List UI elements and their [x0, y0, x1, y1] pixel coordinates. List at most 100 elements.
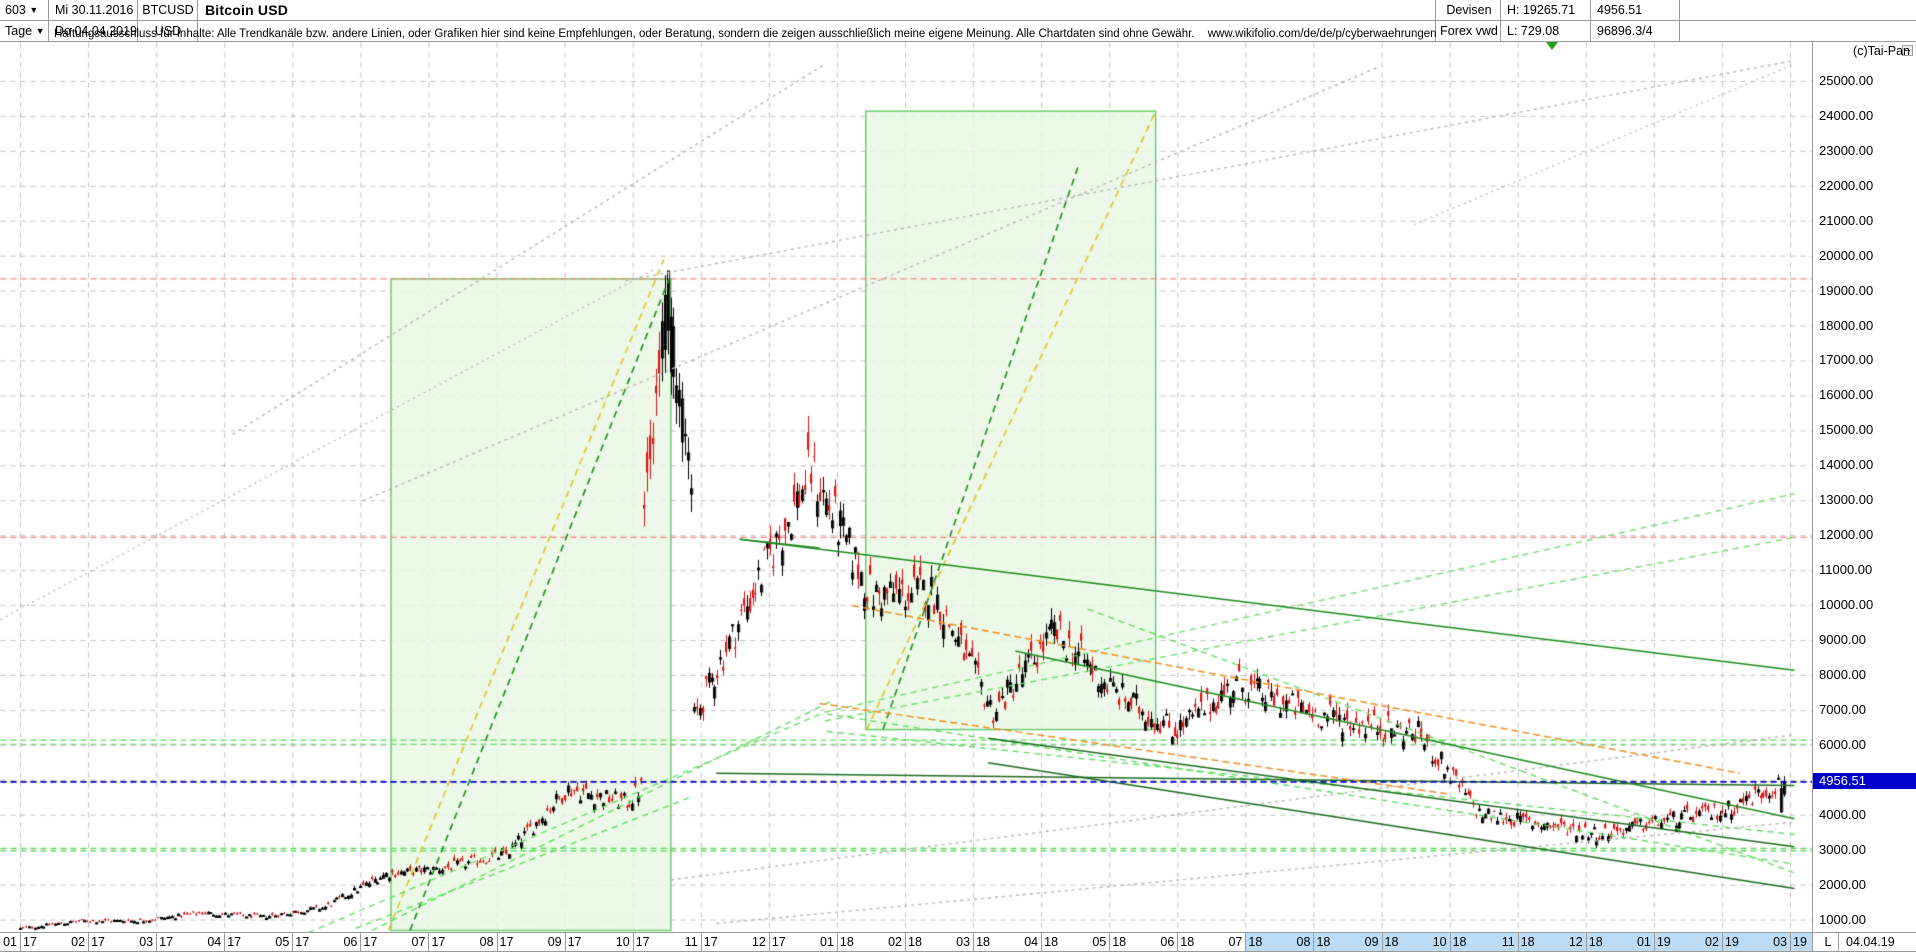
price-tick-label: 4000.00 — [1819, 806, 1866, 822]
date-tick-month: 07 — [1228, 935, 1243, 949]
date-tick-month: 01 — [3, 935, 17, 949]
price-chart-canvas[interactable] — [0, 42, 1812, 932]
date-tick-month: 06 — [343, 935, 358, 949]
date-tick-year: 18 — [1452, 935, 1467, 949]
date-tick-year: 19 — [1793, 935, 1807, 949]
date-tick-month: 03 — [1773, 935, 1787, 949]
price-tick-label: 9000.00 — [1819, 632, 1866, 647]
date-tick — [768, 933, 770, 951]
price-tick-label: 22000.00 — [1819, 177, 1874, 193]
price-tick-label: 3000.00 — [1819, 841, 1866, 857]
date-tick-year: 18 — [976, 935, 990, 949]
price-tick-label: 11000.00 — [1819, 562, 1873, 578]
price-tick-label: 16000.00 — [1819, 387, 1874, 403]
date-tick-month: 11 — [1501, 935, 1515, 949]
chevron-down-icon[interactable]: ▼ — [35, 26, 45, 36]
date-tick — [1109, 933, 1111, 951]
date-tick-year: 17 — [431, 935, 446, 949]
date-tick — [360, 933, 362, 951]
date-tick — [88, 933, 90, 951]
date-tick-year: 18 — [839, 935, 854, 949]
price-tick-label: 12000.00 — [1819, 527, 1874, 543]
date-tick — [564, 933, 566, 951]
chevron-down-icon[interactable]: ▼ — [29, 5, 39, 15]
toolbar-divider-4 — [1435, 0, 1436, 42]
date-tick-month: 03 — [956, 935, 971, 949]
currency-label: USD — [154, 24, 182, 38]
price-tick-label: 25000.00 — [1819, 72, 1874, 88]
price-tick-label: 1000.00 — [1819, 911, 1866, 927]
price-tick-label: 19000.00 — [1819, 282, 1874, 298]
date-tick-year: 18 — [1112, 935, 1127, 949]
disclaimer-url[interactable]: www.wikifolio.com/de/de/p/cyberwaehrunge… — [1207, 28, 1437, 40]
date-range-selection[interactable] — [1245, 933, 1812, 951]
toolbar-row-2 — [0, 21, 1916, 42]
date-tick-month: 01 — [820, 935, 834, 949]
date-tick-year: 17 — [91, 935, 105, 949]
period-low-label: L: 729.08 — [1507, 24, 1560, 38]
price-tick-label: 15000.00 — [1819, 422, 1874, 438]
price-tick-label: 7000.00 — [1819, 701, 1866, 717]
date-tick-year: 18 — [1180, 935, 1195, 949]
date-tick — [496, 933, 498, 951]
date-tick — [973, 933, 975, 951]
date-tick — [292, 933, 294, 951]
date-tick — [1721, 933, 1723, 951]
price-tick-label: 8000.00 — [1819, 666, 1866, 682]
date-tick — [224, 933, 226, 951]
date-tick-month: 10 — [615, 935, 630, 949]
date-tick-year: 18 — [1316, 935, 1331, 949]
toolbar-divider-3 — [197, 0, 198, 42]
date-to[interactable]: Do 04.04.2019 — [55, 24, 138, 38]
last-price-badge: 4956.51 — [1813, 773, 1916, 790]
date-tick — [1653, 933, 1655, 951]
price-axis[interactable]: 25000.00 24000.00 23000.00 22000.00 21000.00… — [1812, 42, 1916, 932]
date-from[interactable]: Mi 30.11.2016 — [55, 3, 134, 17]
price-tick-label: 14000.00 — [1819, 457, 1874, 473]
date-tick-month: 02 — [71, 935, 86, 949]
date-tick-month: 12 — [751, 935, 766, 949]
date-tick — [1177, 933, 1179, 951]
data-source-label: Devisen — [1446, 3, 1492, 17]
date-tick — [1517, 933, 1519, 951]
date-tick — [905, 933, 906, 951]
date-tick-year: 17 — [295, 935, 310, 949]
price-tick-label: 24000.00 — [1819, 107, 1874, 123]
price-tick-label: 17000.00 — [1819, 352, 1874, 368]
price-tick-label: 23000.00 — [1819, 142, 1874, 158]
axis-collapse-icon[interactable] — [1902, 45, 1913, 56]
date-tick-year: 17 — [23, 935, 37, 949]
date-tick-year: 17 — [771, 935, 786, 949]
bars-count-dropdown[interactable]: 603 ▼ — [3, 0, 47, 20]
toolbar-divider-5 — [1500, 0, 1501, 42]
date-axis-flag: L — [1824, 935, 1832, 949]
date-tick-month: 08 — [479, 935, 494, 949]
date-tick-year: 18 — [1248, 935, 1263, 949]
price-tick-label: 13000.00 — [1819, 492, 1874, 508]
date-tick-year: 18 — [1044, 935, 1059, 949]
date-tick — [1245, 933, 1247, 951]
date-tick-month: 06 — [1160, 935, 1175, 949]
copyright-watermark: (c)Tai-Pan — [1853, 44, 1910, 58]
date-tick-month: 07 — [411, 935, 426, 949]
date-tick — [1381, 933, 1383, 951]
price-tick-label: 18000.00 — [1819, 317, 1874, 333]
date-tick — [1449, 933, 1451, 951]
disclaimer-body: Haftungsausschluss für Inhalte: Alle Tre… — [54, 28, 1195, 40]
toolbar-divider-2 — [137, 0, 138, 42]
date-tick-month: 11 — [684, 935, 698, 949]
price-tick-label: 21000.00 — [1819, 212, 1874, 228]
date-tick-year: 17 — [703, 935, 718, 949]
interval-dropdown[interactable]: Tage ▼ — [3, 21, 47, 41]
date-tick-year: 17 — [363, 935, 378, 949]
toolbar-divider-6 — [1590, 0, 1591, 42]
data-feed-label: Forex vwd — [1440, 24, 1498, 38]
toolbar-divider-7 — [1679, 0, 1680, 42]
date-tick-month: 09 — [1364, 935, 1379, 949]
date-tick-year: 18 — [1384, 935, 1399, 949]
price-tick-label: 20000.00 — [1819, 247, 1874, 263]
date-axis[interactable]: 01 17 02 17 03 17 04 17 05 17 06 17 07 17 08 17 09 17 10 17… — [0, 932, 1916, 952]
toolbar-row-1 — [0, 0, 1916, 21]
symbol-label[interactable]: BTCUSD — [142, 3, 194, 17]
